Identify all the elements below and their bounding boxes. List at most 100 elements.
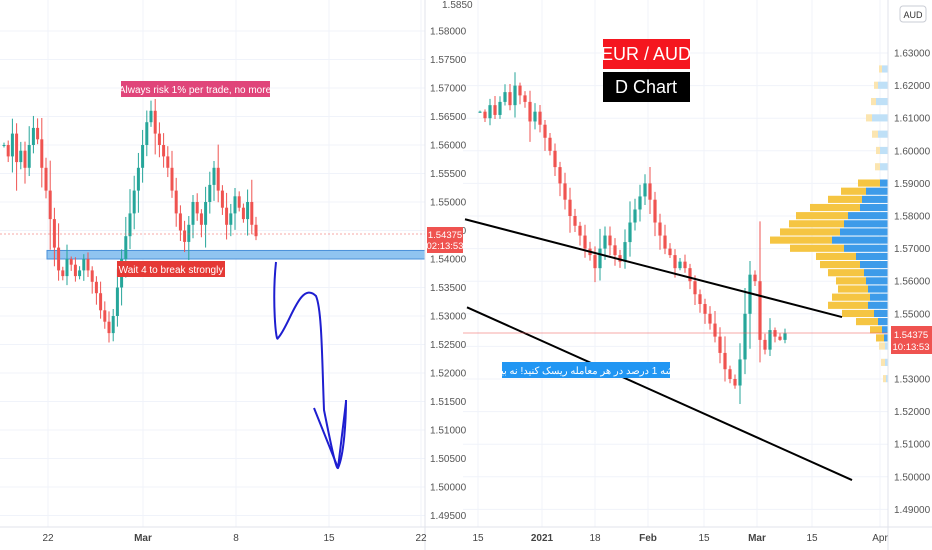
volume-bar-buy (844, 220, 888, 228)
candle-body (508, 92, 512, 106)
candle-body (111, 316, 115, 334)
candle-body (6, 145, 10, 157)
candle-body (533, 111, 537, 122)
channel-lower-line (466, 306, 853, 481)
volume-bar-sell (875, 163, 880, 171)
volume-bar-sell (866, 114, 872, 122)
y-tick-label: 1.53000 (430, 312, 467, 323)
candle-body (40, 139, 44, 168)
candle-body (23, 150, 27, 168)
candle-body (753, 274, 757, 282)
candle-body (136, 167, 140, 191)
candle-body (69, 259, 73, 265)
left-price-axis: 1.58000 1.57500 1.57000 1.56500 1.56000 1.555… (430, 27, 467, 523)
candle-body (241, 207, 245, 220)
candle-body (73, 264, 77, 277)
candle-body (199, 213, 203, 225)
risk-note-label: Always risk 1% per trade, no more (119, 81, 272, 97)
volume-bar-sell (879, 65, 882, 73)
x-tick-label: Mar (748, 533, 766, 544)
candle-body (548, 137, 552, 151)
candle-body (668, 248, 672, 256)
candle-body (229, 213, 233, 225)
candle-body (78, 270, 82, 277)
currency-label: AUD (903, 10, 923, 20)
y-tick-label: 1.50000 (894, 472, 931, 483)
volume-bar-buy (870, 293, 888, 301)
candle-body (19, 150, 23, 163)
volume-bar-sell (858, 179, 880, 187)
left-countdown: 02:13:53 (427, 241, 464, 252)
volume-bar-buy (876, 97, 888, 106)
x-tick-label: Apr (872, 533, 888, 544)
candle-body (758, 281, 762, 340)
y-tick-label: 1.53000 (894, 375, 931, 386)
candle-body (246, 202, 250, 220)
candle-body (52, 219, 56, 248)
y-tick-label: 1.51000 (430, 426, 467, 437)
candle-body (593, 255, 597, 269)
volume-bar-buy (880, 163, 888, 171)
candle-body (778, 336, 782, 340)
volume-bar-sell (832, 293, 870, 301)
candle-body (44, 167, 48, 191)
candle-body (157, 133, 161, 145)
volume-bar-sell (876, 334, 884, 342)
candle-body (603, 235, 607, 249)
candle-body (498, 101, 502, 115)
candle-body (10, 133, 14, 157)
volume-bar-buy (866, 187, 888, 195)
candle-body (743, 313, 747, 360)
y-tick-label: 1.52000 (430, 369, 467, 380)
volume-bar-sell (780, 228, 840, 236)
left-last-price: 1.54375 (428, 230, 462, 241)
volume-bar-buy (866, 277, 888, 285)
volume-bar-sell (789, 220, 844, 228)
candle-body (204, 202, 208, 225)
candle-body (216, 167, 220, 191)
candle-body (174, 190, 178, 214)
candle-body (633, 209, 637, 223)
y-tick-label: 1.52000 (894, 407, 931, 418)
candle-body (688, 268, 692, 282)
candle-body (149, 110, 153, 123)
currency-button[interactable]: AUD (899, 5, 927, 23)
candle-body (698, 294, 702, 305)
x-tick-label: 15 (806, 533, 818, 544)
candle-body (783, 333, 787, 340)
volume-bar-sell (871, 97, 876, 106)
left-candles (2, 99, 258, 343)
volume-bar-sell (870, 326, 882, 334)
candle-body (558, 167, 562, 184)
candle-body (48, 190, 52, 220)
candle-body (483, 111, 487, 119)
candle-body (183, 230, 187, 242)
persian-note-label: همیشه 1 درصد در هر معامله ریسک کنید! نه … (483, 362, 689, 378)
candle-body (658, 222, 662, 236)
candle-body (191, 202, 195, 225)
candle-body (132, 190, 136, 214)
forecast-arrow (273, 261, 347, 470)
candle-body (145, 122, 149, 145)
risk-note-text: Always risk 1% per trade, no more (119, 85, 272, 96)
volume-bar-buy (856, 252, 888, 260)
volume-bar-sell (820, 260, 860, 269)
volume-bar-buy (844, 244, 888, 252)
candle-body (187, 224, 191, 242)
volume-bar-buy (882, 326, 888, 334)
channel-upper-line (464, 218, 843, 319)
y-tick-label: 1.58000 (430, 27, 467, 38)
volume-bar-buy (840, 228, 888, 236)
candle-body (528, 101, 532, 122)
volume-bar-buy (860, 260, 888, 269)
volume-bar-sell (810, 203, 860, 212)
candle-body (523, 95, 527, 102)
volume-bar-sell (874, 81, 878, 89)
y-tick-label: 1.50000 (430, 483, 467, 494)
x-tick-label: 2021 (531, 533, 554, 544)
candle-body (225, 207, 229, 225)
volume-bar-buy (864, 269, 888, 277)
volume-bar-sell (790, 244, 844, 252)
